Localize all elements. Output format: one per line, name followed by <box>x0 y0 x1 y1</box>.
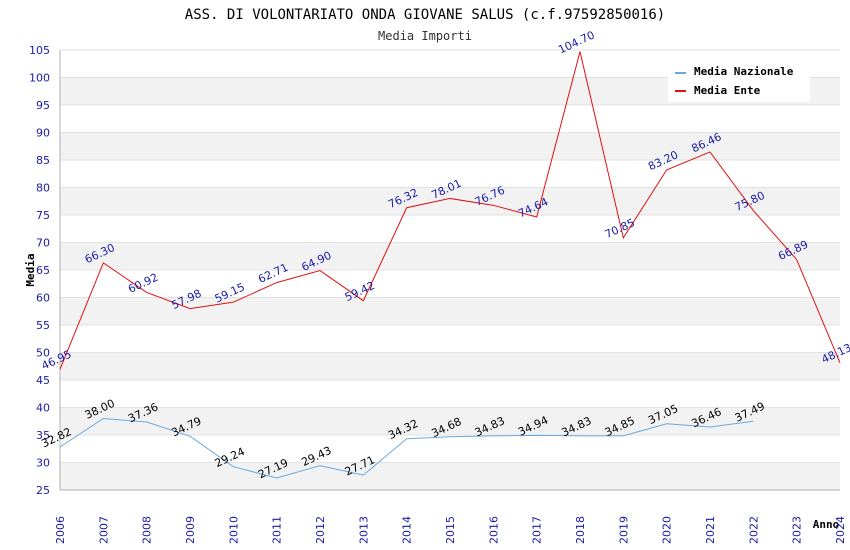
y-axis-label: Media <box>24 253 37 286</box>
plot-band <box>60 270 840 298</box>
x-tick-label: 2013 <box>357 516 370 544</box>
x-tick-label: 2017 <box>531 516 544 544</box>
x-tick-label: 2020 <box>661 516 674 544</box>
plot-band <box>60 435 840 463</box>
y-tick-label: 90 <box>36 127 50 140</box>
x-tick-label: 2010 <box>227 516 240 544</box>
y-tick-label: 45 <box>36 374 50 387</box>
x-tick-label: 2023 <box>791 516 804 544</box>
plot-band <box>60 352 840 380</box>
y-tick-label: 75 <box>36 209 50 222</box>
x-tick-label: 2006 <box>54 516 67 544</box>
plot-band <box>60 462 840 490</box>
y-tick-label: 40 <box>36 402 50 415</box>
plot-band <box>60 105 840 133</box>
series-layer <box>59 51 841 479</box>
x-tick-labels: 2006 2007 2008 2009 2010 2011 2012 2013 2014 2015… <box>54 516 847 544</box>
plot-band <box>60 407 840 435</box>
x-tick-label: 2024 <box>834 516 847 544</box>
x-tick-label: 2021 <box>704 516 717 544</box>
x-tick-label: 2015 <box>444 516 457 544</box>
y-tick-label: 105 <box>29 44 50 57</box>
x-tick-label: 2007 <box>97 516 110 544</box>
chart-title: ASS. DI VOLONTARIATO ONDA GIOVANE SALUS … <box>185 7 665 23</box>
legend-label-ente: Media Ente <box>694 84 761 97</box>
x-tick-label: 2008 <box>141 516 154 544</box>
x-tick-label: 2022 <box>747 516 760 544</box>
y-tick-label: 65 <box>36 264 50 277</box>
y-tick-label: 100 <box>29 72 50 85</box>
y-tick-labels: 25 30 35 40 45 50 55 60 65 70 75 80 85 90 95 100 105 <box>29 44 50 497</box>
plot-band <box>60 380 840 408</box>
y-tick-label: 50 <box>36 347 50 360</box>
plot-bands <box>60 50 840 490</box>
plot-band <box>60 325 840 353</box>
plot-band <box>60 242 840 270</box>
y-tick-label: 95 <box>36 99 50 112</box>
series-line-media-ente <box>59 51 841 370</box>
plot-band <box>60 132 840 160</box>
x-axis-label: Anno <box>813 518 840 531</box>
legend: Media Nazionale Media Ente <box>668 60 810 102</box>
x-tick-label: 2019 <box>617 516 630 544</box>
y-tick-label: 70 <box>36 237 50 250</box>
y-tick-label: 60 <box>36 292 50 305</box>
x-tick-label: 2009 <box>184 516 197 544</box>
y-tick-label: 55 <box>36 319 50 332</box>
plot-band <box>60 297 840 325</box>
y-tick-label: 25 <box>36 484 50 497</box>
chart-subtitle: Media Importi <box>378 29 472 43</box>
plot-band <box>60 160 840 188</box>
x-tick-label: 2011 <box>271 516 284 544</box>
x-tick-label: 2014 <box>401 516 414 544</box>
x-tick-label: 2012 <box>314 516 327 544</box>
axes <box>59 50 840 491</box>
legend-box <box>668 60 810 102</box>
grid-lines <box>60 49 840 491</box>
plot-band <box>60 187 840 215</box>
y-tick-label: 30 <box>36 457 50 470</box>
plot-band <box>60 215 840 243</box>
legend-label-nazionale: Media Nazionale <box>694 65 794 78</box>
y-tick-label: 35 <box>36 429 50 442</box>
x-tick-label: 2018 <box>574 516 587 544</box>
x-tick-label: 2016 <box>487 516 500 544</box>
series-line-media-nazionale <box>59 417 754 479</box>
y-tick-label: 85 <box>36 154 50 167</box>
y-tick-label: 80 <box>36 182 50 195</box>
